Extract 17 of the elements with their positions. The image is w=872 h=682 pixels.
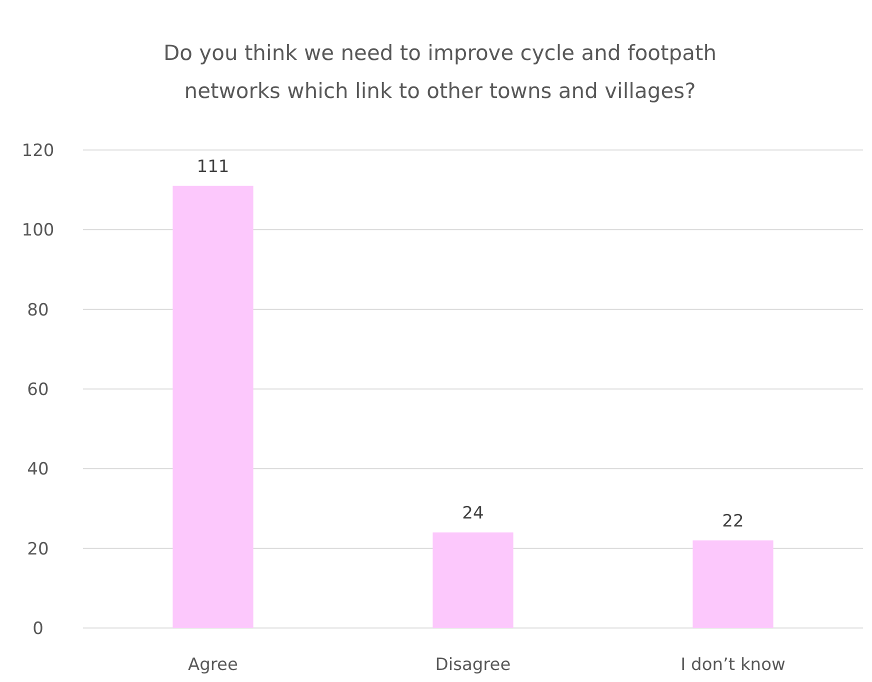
data-label: 111 (196, 156, 230, 177)
data-label: 22 (722, 511, 744, 532)
y-tick-label: 80 (27, 300, 49, 320)
x-tick-label: Disagree (435, 655, 511, 675)
y-tick-label: 120 (22, 141, 54, 161)
bar (432, 532, 514, 628)
y-tick-label: 20 (27, 539, 49, 560)
bar (692, 540, 774, 628)
y-tick-label: 0 (32, 619, 44, 639)
bar (172, 186, 254, 628)
y-tick-label: 100 (22, 220, 54, 241)
chart-title: Do you think we need to improve cycle and footpath networks which link to other towns and villages? (163, 41, 717, 103)
y-tick-label: 60 (27, 380, 49, 400)
data-label: 24 (462, 503, 484, 524)
x-tick-label: I don’t know (680, 655, 786, 675)
x-tick-label: Agree (188, 655, 238, 675)
y-tick-label: 40 (27, 460, 49, 480)
